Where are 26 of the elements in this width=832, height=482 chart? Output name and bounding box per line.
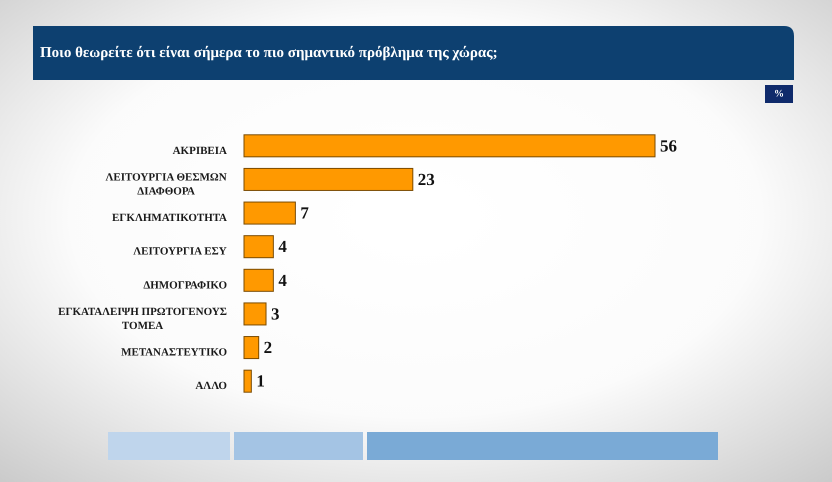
data-label: 2: [264, 338, 272, 358]
data-label: 23: [418, 170, 435, 189]
bar: [244, 268, 274, 292]
bar: [244, 370, 252, 393]
y-tick-label: ΑΚΡΙΒΕΙΑ: [172, 144, 228, 157]
bar: [244, 302, 267, 326]
y-tick-label: ΛΕΙΤΟΥΡΓΙΑ ΕΣΥ: [133, 246, 227, 258]
y-tick-label: ΔΗΜΟΓΡΑΦΙΚΟ: [143, 279, 228, 292]
data-label: 4: [278, 237, 288, 256]
bar: [244, 168, 414, 191]
y-tick-label: ΜΕΤΑΝΑΣΤΕΥΤΙΚΟ: [121, 346, 228, 359]
data-label: 1: [256, 372, 265, 391]
text: %: [774, 88, 784, 100]
bar: [244, 202, 296, 225]
y-tick-label: ΕΓΚΛΗΜΑΤΙΚΟΤΗΤΑ: [112, 212, 228, 224]
data-label: 4: [278, 270, 288, 290]
data-label: 56: [660, 136, 677, 156]
bar: [244, 134, 656, 158]
data-label: 7: [300, 204, 310, 223]
y-tick-label: ΛΕΙΤΟΥΡΓΙΑ ΘΕΣΜΩΝ ΔΙΑΦΘΟΡΑ: [106, 171, 227, 198]
y-tick-label: ΑΛΛΟ: [195, 380, 228, 392]
bar: [244, 235, 274, 258]
chart-title: Ποιο θεωρείτε ότι είναι σήμερα το πιο σημαντικό πρόβλημα της χώρας;: [40, 45, 498, 61]
bar: [244, 336, 260, 360]
data-label: 3: [271, 304, 280, 324]
y-tick-label: ΕΓΚΑΤΑΛΕΙΨΗ ΠΡΩΤΟΓΕΝΟΥΣ ΤΟΜΕΑ: [58, 306, 228, 332]
